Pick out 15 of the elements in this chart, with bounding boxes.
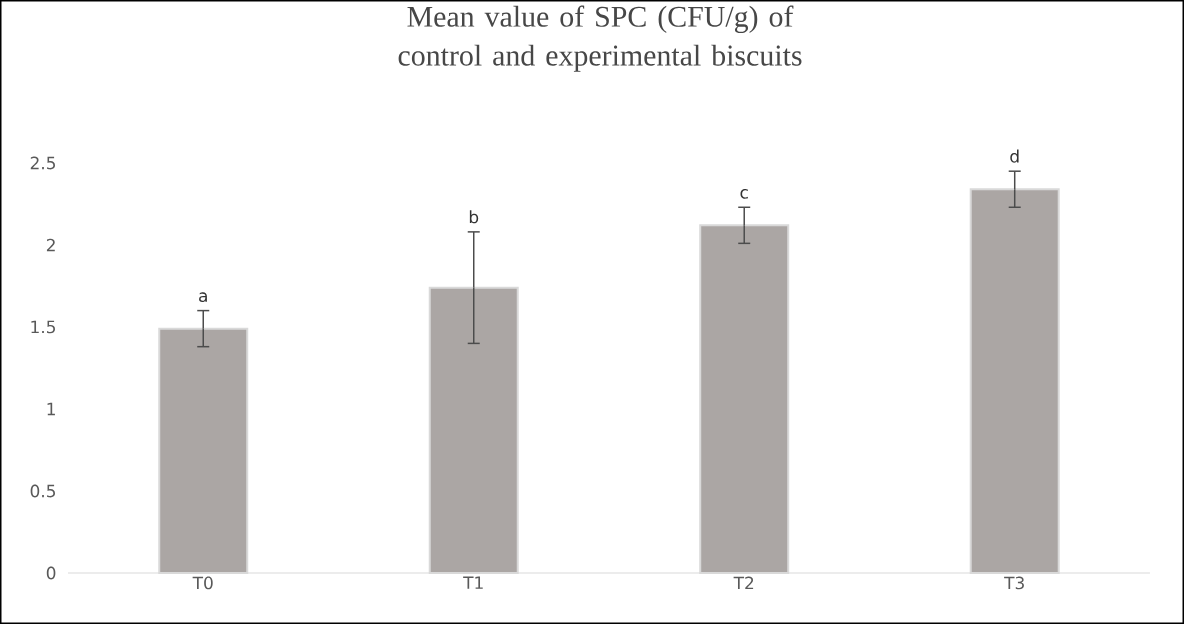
x-tick-label: T1 (463, 576, 483, 589)
y-tick-label: 2.5 (30, 156, 55, 170)
annotation: c (740, 189, 748, 199)
x-tick-label: T0 (192, 576, 213, 590)
chart-title: Mean value of SPC (CFU/g) of control and experimental biscuits (398, 5, 802, 72)
annotation: d (1010, 149, 1019, 163)
x-tick-label: T3 (1004, 576, 1024, 590)
y-tick-label: 1 (47, 402, 55, 416)
y-tick-label: 2 (46, 238, 55, 252)
annotation: b (469, 210, 479, 224)
y-tick-label: 1.5 (31, 320, 55, 334)
y-tick-label: 0 (46, 566, 56, 580)
y-tick-label: 0.5 (30, 484, 55, 498)
x-tick-label: T2 (733, 576, 754, 590)
annotation: a (199, 292, 207, 303)
